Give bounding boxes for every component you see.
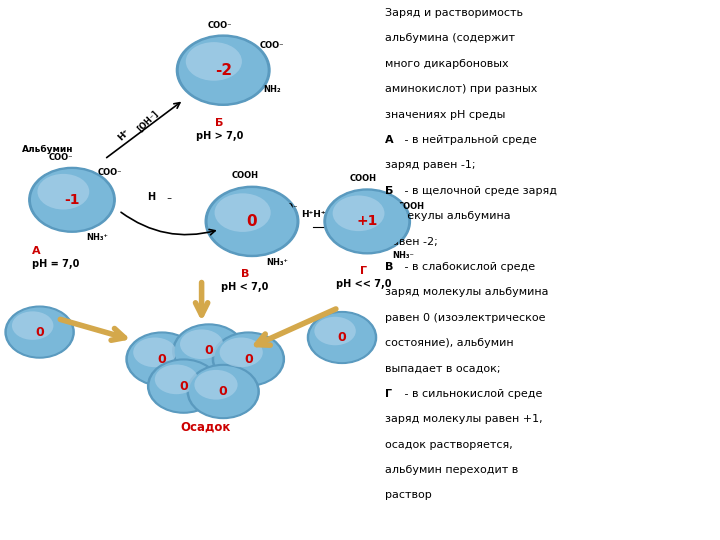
Text: - в нейтральной среде: - в нейтральной среде <box>401 135 537 145</box>
Text: Осадок: Осадок <box>180 420 230 433</box>
Ellipse shape <box>12 312 53 340</box>
Ellipse shape <box>187 364 259 418</box>
Text: H⁺: H⁺ <box>117 127 131 143</box>
Text: аминокислот) при разных: аминокислот) при разных <box>385 84 538 94</box>
Text: COO⁻: COO⁻ <box>274 204 298 212</box>
Text: осадок растворяется,: осадок растворяется, <box>385 440 513 450</box>
Text: Г: Г <box>360 266 367 276</box>
Ellipse shape <box>173 324 245 378</box>
Text: 0: 0 <box>244 353 253 366</box>
Text: состояние), альбумин: состояние), альбумин <box>385 338 514 348</box>
Text: 0: 0 <box>158 353 166 366</box>
Text: COO⁻: COO⁻ <box>49 153 73 162</box>
Text: равен 0 (изоэлектрическое: равен 0 (изоэлектрическое <box>385 313 546 323</box>
Ellipse shape <box>179 37 268 104</box>
Text: Альбумин: Альбумин <box>22 145 73 154</box>
Text: NH₃⁻: NH₃⁻ <box>392 251 414 260</box>
Ellipse shape <box>194 370 238 400</box>
Text: А: А <box>385 135 394 145</box>
Text: молекулы альбумина: молекулы альбумина <box>385 211 510 221</box>
Ellipse shape <box>186 42 242 81</box>
Text: +1: +1 <box>356 214 378 228</box>
Text: выпадает в осадок;: выпадает в осадок; <box>385 363 500 374</box>
Text: заряд равен -1;: заряд равен -1; <box>385 160 476 171</box>
Text: значениях рН среды: значениях рН среды <box>385 110 505 120</box>
Ellipse shape <box>215 333 283 384</box>
Ellipse shape <box>174 325 243 377</box>
Text: COOH: COOH <box>231 171 258 180</box>
Text: Заряд и растворимость: Заряд и растворимость <box>385 8 523 18</box>
Ellipse shape <box>205 186 299 256</box>
Ellipse shape <box>5 306 74 358</box>
Ellipse shape <box>324 189 410 254</box>
Text: равен -2;: равен -2; <box>385 237 438 247</box>
Text: 0: 0 <box>204 345 213 357</box>
Ellipse shape <box>180 329 223 359</box>
Ellipse shape <box>215 193 271 232</box>
Text: [OH⁻]: [OH⁻] <box>135 109 160 134</box>
Ellipse shape <box>212 332 284 386</box>
Text: COO⁻: COO⁻ <box>259 40 284 50</box>
Ellipse shape <box>148 359 220 413</box>
Text: рН < 7,0: рН < 7,0 <box>221 282 269 293</box>
Text: А: А <box>32 246 41 256</box>
Text: заряд молекулы равен +1,: заряд молекулы равен +1, <box>385 414 543 424</box>
Ellipse shape <box>133 338 176 367</box>
Ellipse shape <box>220 338 263 367</box>
Ellipse shape <box>128 333 196 384</box>
Text: NH₃⁺: NH₃⁺ <box>86 233 108 242</box>
Ellipse shape <box>189 366 258 417</box>
Text: В: В <box>240 269 249 279</box>
Text: - в сильнокислой среде: - в сильнокислой среде <box>401 389 542 399</box>
Ellipse shape <box>307 312 377 363</box>
Text: 0: 0 <box>179 380 188 393</box>
Ellipse shape <box>150 361 217 411</box>
Text: COO⁻: COO⁻ <box>207 21 232 30</box>
Ellipse shape <box>333 195 384 231</box>
Text: - в слабокислой среде: - в слабокислой среде <box>401 262 535 272</box>
Text: COOH: COOH <box>397 202 424 211</box>
Text: H: H <box>147 192 156 202</box>
Text: NH₂: NH₂ <box>263 85 280 93</box>
Text: альбумина (содержит: альбумина (содержит <box>385 33 516 44</box>
Text: COOH: COOH <box>350 173 377 183</box>
Text: много дикарбоновых: много дикарбоновых <box>385 59 509 69</box>
Text: В: В <box>385 262 394 272</box>
Text: раствор: раствор <box>385 490 432 501</box>
Text: Б: Б <box>215 118 224 128</box>
Text: ⁻: ⁻ <box>166 196 172 206</box>
Text: альбумин переходит в: альбумин переходит в <box>385 465 518 475</box>
Ellipse shape <box>6 307 73 357</box>
Ellipse shape <box>176 35 270 105</box>
Text: рН > 7,0: рН > 7,0 <box>196 131 243 141</box>
Text: 0: 0 <box>35 326 44 339</box>
Text: 0: 0 <box>338 331 346 344</box>
Ellipse shape <box>315 317 356 345</box>
Text: заряд молекулы альбумина: заряд молекулы альбумина <box>385 287 549 298</box>
Text: 0: 0 <box>247 214 257 229</box>
Text: 0: 0 <box>219 385 228 398</box>
Text: Г: Г <box>385 389 392 399</box>
Ellipse shape <box>155 364 198 394</box>
Text: -1: -1 <box>64 193 80 207</box>
Ellipse shape <box>31 169 113 231</box>
Text: H⁺H⁺: H⁺H⁺ <box>301 211 325 219</box>
Text: NH₃⁺: NH₃⁺ <box>266 258 288 267</box>
Ellipse shape <box>326 191 408 252</box>
Ellipse shape <box>207 188 297 255</box>
Text: рН = 7,0: рН = 7,0 <box>32 259 80 269</box>
Text: COO⁻: COO⁻ <box>97 168 122 177</box>
Text: - в щелочной среде заряд: - в щелочной среде заряд <box>401 186 557 196</box>
Ellipse shape <box>126 332 198 386</box>
Ellipse shape <box>29 167 115 232</box>
Ellipse shape <box>37 174 89 210</box>
Text: Б: Б <box>385 186 394 196</box>
Text: рН << 7,0: рН << 7,0 <box>336 279 392 289</box>
Ellipse shape <box>309 313 375 362</box>
Text: -2: -2 <box>215 63 232 78</box>
